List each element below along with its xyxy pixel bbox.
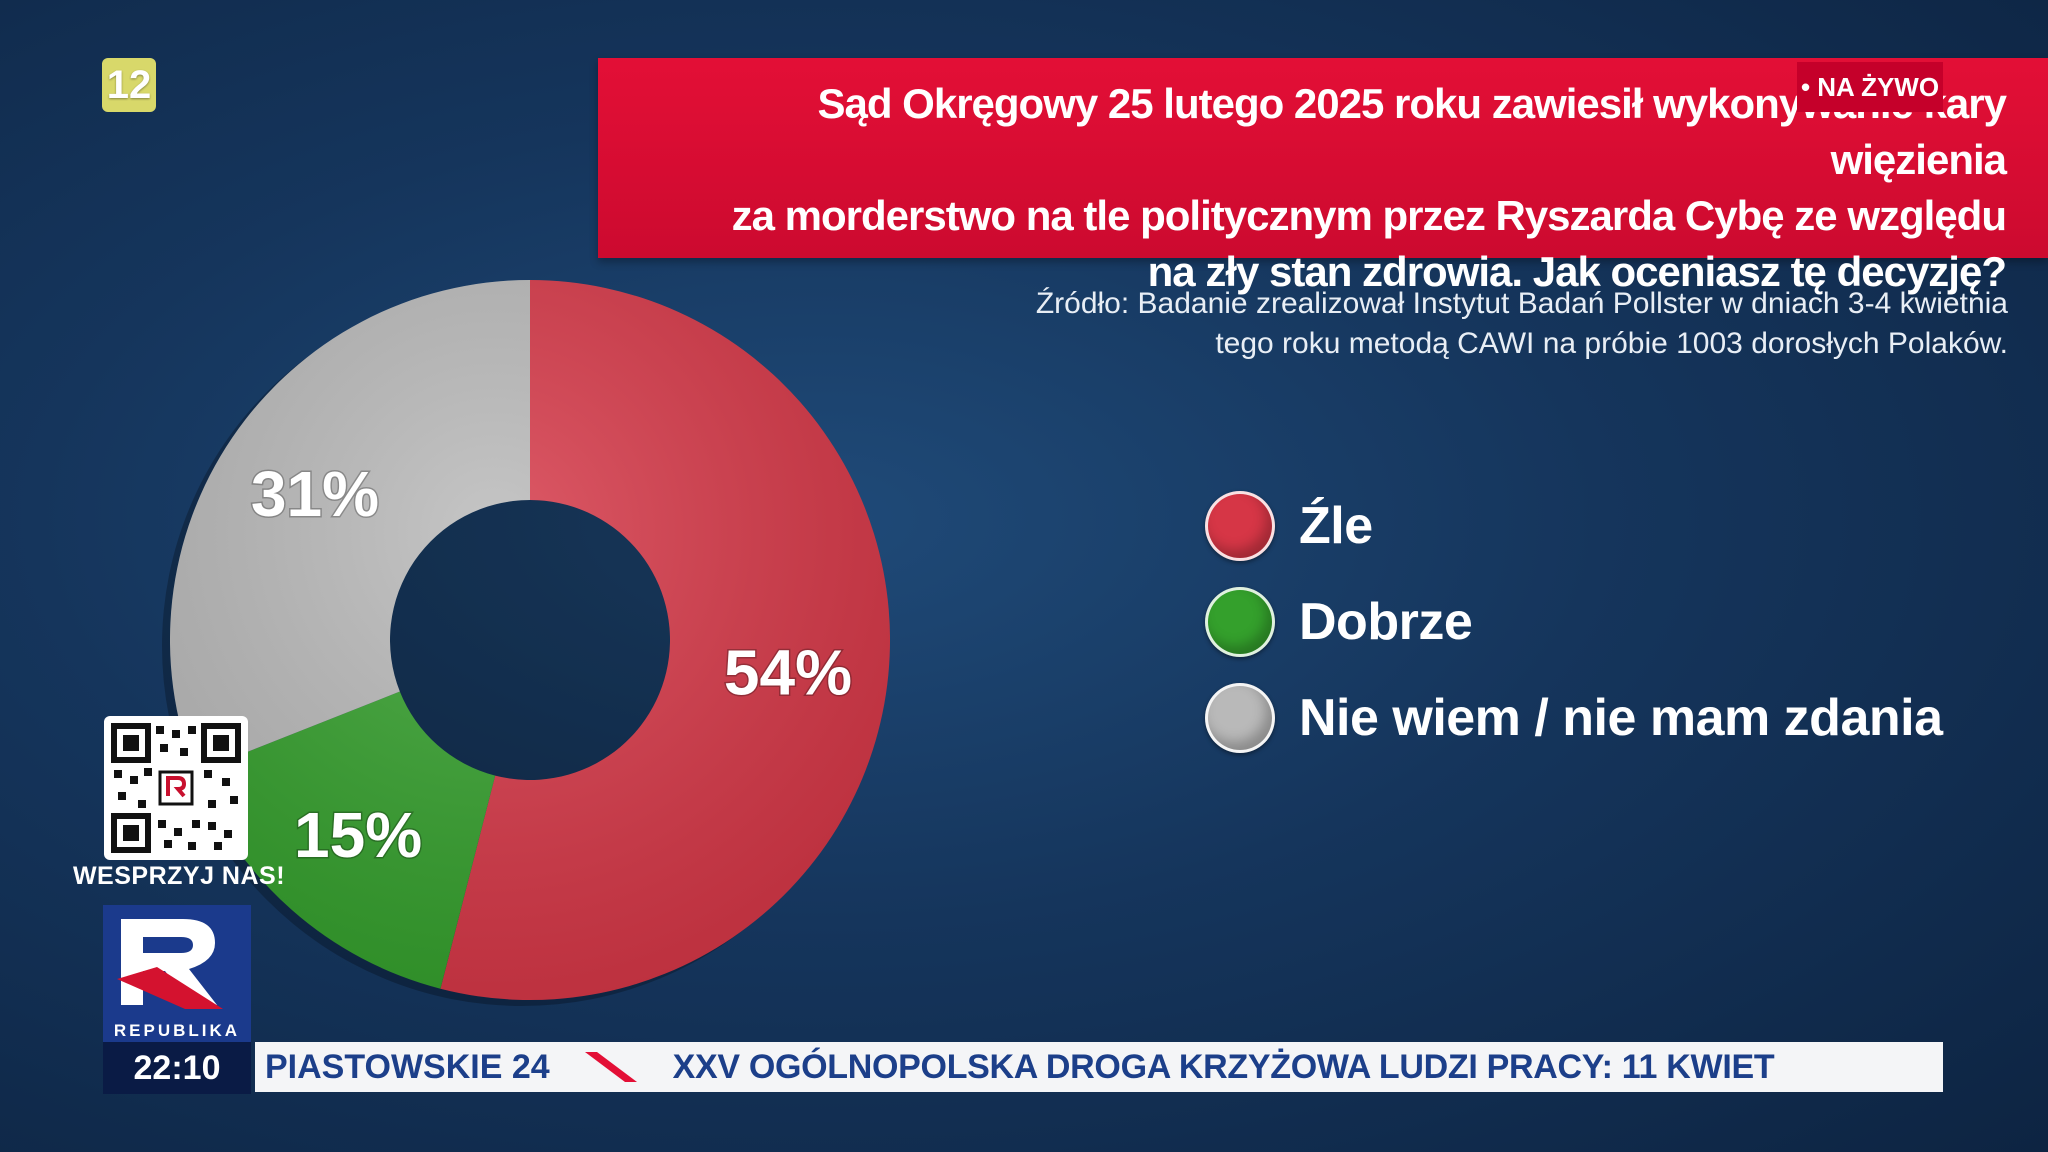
legend-swatch-nie-wiem: [1205, 683, 1275, 753]
ticker-program: PIASTOWSKIE 24: [265, 1048, 550, 1086]
news-ticker: PIASTOWSKIE 24 XXV OGÓLNOPOLSKA DROGA KR…: [255, 1042, 1943, 1092]
live-badge: • NA ŻYWO: [1797, 62, 1943, 112]
source-note: Źródło: Badanie zrealizował Instytut Bad…: [808, 284, 2008, 364]
legend-item-nie-wiem: Nie wiem / nie mam zdania: [1205, 670, 1943, 766]
republika-logo: [103, 905, 251, 1055]
legend-swatch-dobrze: [1205, 587, 1275, 657]
clock: 22:10: [103, 1042, 251, 1094]
qr-code-icon: [111, 723, 241, 853]
qr-code[interactable]: [104, 716, 248, 860]
support-label: WESPRZYJ NAS!: [72, 862, 286, 890]
source-line-2: tego roku metodą CAWI na próbie 1003 dor…: [1215, 327, 2008, 360]
donut-chart: 54% 15% 31%: [162, 280, 890, 1006]
legend-item-zle: Źle: [1205, 478, 1943, 574]
slice-label-nie-wiem: 31%: [251, 458, 379, 530]
legend-item-dobrze: Dobrze: [1205, 574, 1943, 670]
source-line-1: Źródło: Badanie zrealizował Instytut Bad…: [1035, 287, 2008, 320]
question-line-3: na zły stan zdrowia. Jak oceniasz tę dec…: [1147, 248, 2007, 295]
donut-sheen: [169, 280, 890, 1000]
legend-swatch-zle: [1205, 491, 1275, 561]
legend-label-nie-wiem: Nie wiem / nie mam zdania: [1299, 689, 1943, 747]
logo-wordmark: REPUBLIKA: [113, 1021, 241, 1040]
republika-r-icon: [117, 919, 223, 1009]
ticker-headline: XXV OGÓLNOPOLSKA DROGA KRZYŻOWA LUDZI PR…: [672, 1048, 1775, 1086]
chart-legend: Źle Dobrze Nie wiem / nie mam zdania: [1205, 478, 1943, 766]
slice-label-dobrze: 15%: [294, 799, 422, 871]
legend-label-dobrze: Dobrze: [1299, 593, 1473, 651]
legend-label-zle: Źle: [1299, 497, 1373, 555]
question-line-2: za morderstwo na tle politycznym przez R…: [731, 192, 2007, 239]
ticker-separator-icon: [581, 1042, 641, 1092]
slice-label-zle: 54%: [724, 637, 852, 709]
age-rating-badge: 12: [102, 58, 156, 112]
